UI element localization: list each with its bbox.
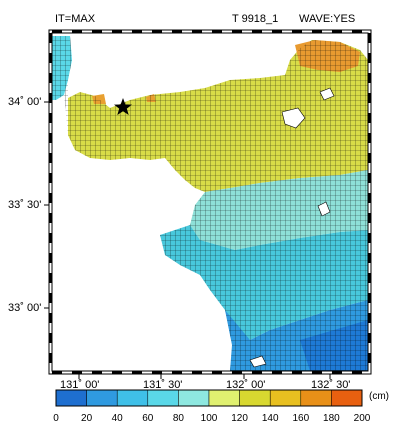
island-3	[319, 87, 335, 101]
colorbar-segment	[331, 389, 363, 407]
island-4	[249, 355, 267, 368]
colorbar-segment	[178, 389, 210, 407]
colorbar-segment	[269, 389, 302, 407]
island-1	[281, 107, 306, 129]
colorbar-tick-label: 60	[142, 413, 154, 424]
colorbar-segment	[239, 389, 271, 407]
colorbar-segment	[300, 389, 332, 407]
header-center: T 9918_1	[232, 13, 279, 25]
header-left: IT=MAX	[55, 13, 96, 25]
header-right: WAVE:YES	[299, 13, 356, 25]
colorbar-segment	[55, 389, 87, 407]
colorbar-tick-label: 200	[353, 413, 371, 424]
colorbar-tick-label: 40	[111, 413, 123, 424]
colorbar-tick-label: 100	[200, 413, 218, 424]
colorbar	[55, 389, 363, 407]
colorbar-tick-label: 140	[261, 413, 279, 424]
colorbar-tick-label: 120	[231, 413, 248, 424]
colorbar-segment	[86, 389, 118, 407]
colorbar-tick-label: 160	[292, 413, 310, 424]
lat-label-33-00: 33˚ 00'	[8, 302, 42, 314]
map-frame	[44, 29, 372, 379]
colorbar-tick-label: 80	[172, 413, 184, 424]
star-icon	[114, 98, 132, 115]
lon-label-132-30: 132˚ 30'	[311, 379, 351, 391]
colorbar-tick-label: 0	[53, 413, 59, 424]
colorbar-tick-label: 20	[81, 413, 93, 424]
lon-label-131-00: 131˚ 00'	[60, 379, 100, 391]
inundation-field	[52, 36, 368, 371]
lon-label-132-00: 132˚ 00'	[226, 379, 266, 391]
lat-label-33-30: 33˚ 30'	[8, 199, 42, 211]
colorbar-unit: (cm)	[369, 391, 389, 402]
colorbar-segment	[147, 389, 179, 407]
lon-label-131-30: 131˚ 30'	[143, 379, 183, 391]
colorbar-segment	[116, 389, 149, 407]
colorbar-segment	[208, 389, 240, 407]
lat-label-34-00: 34˚ 00'	[8, 96, 42, 108]
island-2	[317, 201, 331, 217]
colorbar-tick-label: 180	[323, 413, 340, 424]
